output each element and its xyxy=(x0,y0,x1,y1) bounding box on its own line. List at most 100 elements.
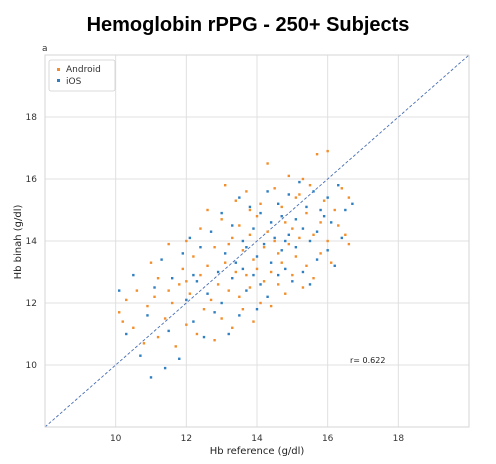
data-point-ios xyxy=(259,211,262,215)
data-point-android xyxy=(337,224,340,227)
data-point-android xyxy=(291,273,294,277)
y-tick-label: 16 xyxy=(26,175,38,185)
data-point-ios xyxy=(277,202,280,205)
data-point-android xyxy=(298,236,301,240)
data-point-android xyxy=(132,326,135,329)
data-point-ios xyxy=(294,218,298,221)
data-points xyxy=(118,149,354,379)
data-point-ios xyxy=(262,242,266,246)
data-point-ios xyxy=(132,273,135,277)
data-point-android xyxy=(266,230,269,233)
data-point-android xyxy=(298,193,301,196)
data-point-android xyxy=(255,215,259,218)
data-point-android xyxy=(206,264,209,267)
legend-marker-ios xyxy=(57,79,60,82)
data-point-ios xyxy=(322,215,326,218)
data-point-ios xyxy=(160,258,163,261)
data-point-ios xyxy=(266,295,269,298)
data-point-android xyxy=(347,242,351,246)
data-point-android xyxy=(174,345,177,348)
data-point-android xyxy=(273,239,276,243)
data-point-android xyxy=(213,339,216,342)
data-point-ios xyxy=(245,246,248,249)
data-point-ios xyxy=(280,249,283,252)
data-point-ios xyxy=(315,230,319,233)
data-point-ios xyxy=(308,283,312,286)
data-point-android xyxy=(277,283,280,286)
data-point-ios xyxy=(252,227,255,230)
data-point-android xyxy=(273,187,276,190)
data-point-ios xyxy=(231,277,234,280)
data-point-ios xyxy=(227,332,230,336)
legend-label-android: Android xyxy=(66,65,101,75)
data-point-android xyxy=(269,304,273,308)
y-tick-label: 18 xyxy=(26,113,38,123)
data-point-ios xyxy=(195,280,199,283)
data-point-android xyxy=(287,174,290,178)
data-point-ios xyxy=(185,298,188,302)
y-tick-label: 10 xyxy=(26,361,38,371)
data-point-android xyxy=(248,286,252,289)
data-point-ios xyxy=(192,273,195,277)
data-point-ios xyxy=(252,273,255,277)
data-point-ios xyxy=(171,277,174,280)
data-point-android xyxy=(224,261,227,264)
data-point-android xyxy=(284,292,287,295)
data-point-ios xyxy=(305,205,308,209)
data-point-android xyxy=(287,242,290,246)
data-point-ios xyxy=(153,286,156,289)
data-point-android xyxy=(255,267,259,271)
data-point-android xyxy=(167,242,170,246)
data-point-android xyxy=(326,149,329,153)
data-point-android xyxy=(238,224,241,227)
data-point-ios xyxy=(118,289,121,292)
data-point-android xyxy=(156,335,160,339)
data-point-android xyxy=(308,184,312,187)
data-point-ios xyxy=(326,249,329,252)
data-point-android xyxy=(206,208,209,212)
data-point-ios xyxy=(149,376,153,379)
data-point-android xyxy=(199,273,202,277)
data-point-ios xyxy=(231,224,234,227)
data-point-ios xyxy=(248,205,252,209)
data-point-android xyxy=(135,289,139,292)
data-point-android xyxy=(280,261,283,264)
data-point-android xyxy=(220,317,223,320)
data-point-ios xyxy=(238,196,241,199)
data-point-android xyxy=(238,295,241,298)
data-point-ios xyxy=(146,314,149,317)
data-point-ios xyxy=(319,208,322,212)
data-point-android xyxy=(149,261,153,264)
panel-label: a xyxy=(42,44,48,54)
data-point-ios xyxy=(287,193,290,196)
data-point-android xyxy=(227,242,230,246)
data-point-ios xyxy=(330,221,333,224)
data-point-ios xyxy=(351,202,354,205)
data-point-android xyxy=(347,196,351,199)
data-point-ios xyxy=(298,180,301,184)
data-point-ios xyxy=(181,252,184,255)
data-point-ios xyxy=(224,252,227,255)
data-point-android xyxy=(259,202,262,205)
data-point-android xyxy=(153,295,156,298)
data-point-android xyxy=(266,162,269,165)
data-point-ios xyxy=(308,239,312,243)
data-point-ios xyxy=(220,301,223,305)
plot-frame xyxy=(44,54,470,428)
x-tick-label: 16 xyxy=(322,434,334,444)
data-point-android xyxy=(224,184,227,187)
data-point-ios xyxy=(269,221,273,224)
data-point-android xyxy=(305,211,308,215)
y-tick-label: 12 xyxy=(26,299,37,309)
data-point-ios xyxy=(125,332,128,336)
data-point-android xyxy=(294,196,298,199)
data-point-ios xyxy=(315,258,319,261)
data-point-android xyxy=(227,289,230,292)
correlation-annotation: r= 0.622 xyxy=(350,356,385,365)
data-point-ios xyxy=(238,314,241,317)
data-point-ios xyxy=(337,184,340,187)
data-point-android xyxy=(301,177,305,181)
data-point-android xyxy=(171,301,174,305)
data-point-android xyxy=(245,273,248,277)
data-point-ios xyxy=(167,329,170,333)
